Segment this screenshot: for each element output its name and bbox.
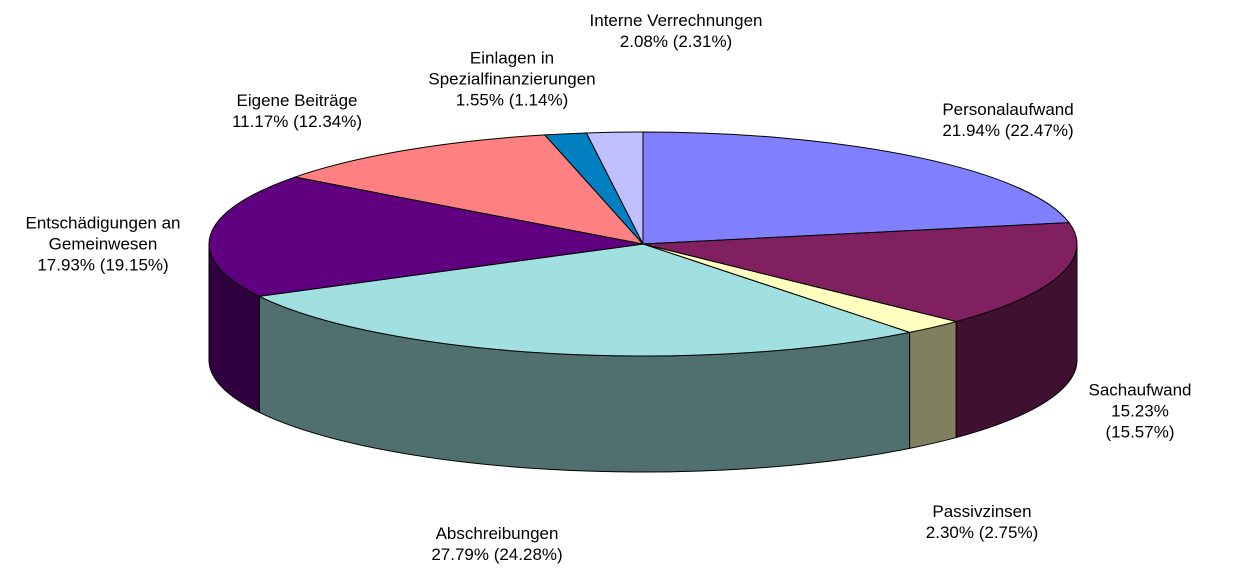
value-label: 15.23% (15.57%) [1105,401,1175,442]
slice-label: Passivzinsen 2.30% (2.75%) [926,501,1038,543]
value-label: 2.30% (2.75%) [925,523,1039,542]
slice [293,134,645,245]
category-label: Abschreibungen [435,524,559,543]
value-label: 27.79% (24.28%) [431,545,563,564]
slice-label: Interne Verrechnungen 2.08% (2.31%) [590,10,763,52]
slice-label: Einlagen in Spezialfinanzierungen 1.55% (… [428,48,595,111]
slice [208,176,644,297]
category-label: Sachaufwand [1088,380,1192,400]
slice-label: Personalaufwand 21.94% (22.47%) [942,99,1073,141]
slice [257,243,912,357]
slice-label: Abschreibungen 27.79% (24.28%) [431,523,562,565]
category-label: Personalaufwand [942,100,1074,119]
slice-label: Entschädigungen an Gemeinwesen 17.93% (19… [25,213,180,276]
category-label: Entschädigungen an Gemeinwesen [25,213,181,254]
category-label: Einlagen in Spezialfinanzierungen [428,48,596,89]
slice [642,131,1070,245]
value-label: 21.94% (22.47%) [942,121,1074,140]
value-label: 2.08% (2.31%) [619,32,733,51]
slice-label: Eigene Beiträge 11.17% (12.34%) [232,90,362,132]
value-label: 17.93% (19.15%) [37,255,169,275]
value-label: 11.17% (12.34%) [231,112,363,131]
slice-side [909,320,957,449]
category-label: Interne Verrechnungen [589,11,763,30]
value-label: 1.55% (1.14%) [455,90,569,110]
category-label: Eigene Beiträge [236,91,358,110]
category-label: Passivzinsen [932,502,1032,521]
slice-label: Sachaufwand 15.23% (15.57%) [1088,380,1191,443]
slice [642,222,1078,323]
slice [585,131,644,245]
